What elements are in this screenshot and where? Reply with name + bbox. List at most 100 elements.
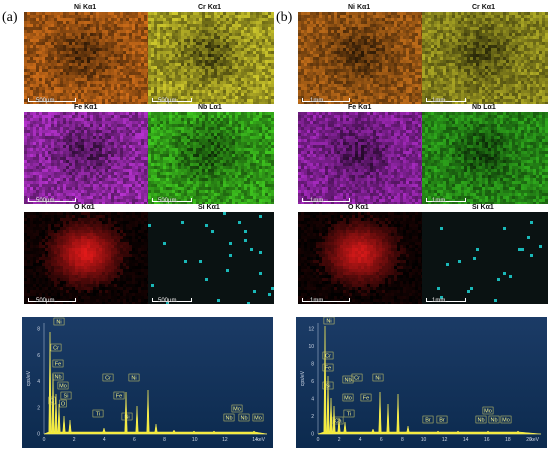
y-axis-label: cps/eV — [26, 370, 32, 386]
peak-label: Mo — [482, 406, 494, 415]
x-tick-label: 20 — [526, 437, 532, 443]
element-map — [422, 12, 548, 104]
y-tick-label: 4 — [37, 379, 40, 385]
map-texture — [298, 112, 424, 204]
scale-bar — [152, 296, 192, 302]
peak-label: Mo — [231, 404, 243, 413]
map-title: Fe Kα1 — [74, 104, 98, 111]
peak-label: Fe — [113, 391, 125, 400]
scale-bar — [28, 296, 76, 302]
x-tick-label: 10 — [192, 437, 198, 443]
map-texture — [298, 212, 424, 304]
peak-label: O — [59, 399, 67, 408]
scale-bar-label: 500μm — [36, 298, 55, 304]
scale-bar — [426, 196, 466, 202]
scale-bar — [28, 196, 76, 202]
peak-label: Cr — [102, 373, 114, 382]
element-map — [148, 212, 274, 304]
y-axis-label: cps/eV — [300, 370, 306, 386]
element-map — [298, 212, 424, 304]
x-tick-label: 2 — [338, 437, 341, 443]
y-tick-label: 8 — [311, 362, 314, 368]
panel-label-b: (b) — [276, 10, 293, 25]
eds-spectrum-a: 0 2 4 6 8 0 2 4 6 8 10 12 14 keV cps/eV Ni Cr Fe Nb Mo Si O C C… — [22, 317, 273, 448]
map-title: Nb Lα1 — [198, 104, 222, 111]
map-texture — [148, 112, 274, 204]
peak-label: Si — [60, 391, 72, 400]
x-axis-label: keV — [530, 437, 539, 443]
map-title: Ni Kα1 — [74, 4, 97, 11]
element-map — [24, 212, 150, 304]
peak-label: Ni — [53, 317, 65, 326]
peak-label: Mo — [500, 415, 512, 424]
map-title: O Kα1 — [74, 204, 95, 211]
x-tick-label: 12 — [222, 437, 228, 443]
peak-label: Nb — [223, 413, 235, 422]
peak-label: Nb — [342, 375, 354, 384]
y-tick-label: 6 — [37, 353, 40, 359]
map-title: O Kα1 — [348, 204, 369, 211]
peak-label: Si — [322, 381, 334, 390]
element-map — [422, 112, 548, 204]
element-map — [24, 12, 150, 104]
peak-label: Mo — [252, 413, 264, 422]
map-texture — [422, 112, 548, 204]
scale-bar — [426, 296, 466, 302]
spectrum-trace — [317, 325, 542, 435]
scale-bar-label: 1mm — [432, 198, 446, 204]
map-texture — [148, 12, 274, 104]
element-map — [298, 112, 424, 204]
scale-bar-label: 500μm — [36, 198, 55, 204]
map-title: Si Kα1 — [472, 204, 494, 211]
peak-label: Ni — [121, 412, 133, 421]
map-title: Ni Kα1 — [348, 4, 371, 11]
peak-label: Fe — [52, 359, 64, 368]
peak-label: Cr — [322, 351, 334, 360]
scale-bar-label: 1mm — [310, 198, 324, 204]
peak-label: Cr — [50, 343, 62, 352]
scale-bar-label: 500μm — [158, 98, 177, 104]
scale-bar — [28, 96, 76, 102]
map-texture — [24, 112, 150, 204]
scale-bar-label: 500μm — [158, 298, 177, 304]
map-texture — [148, 212, 274, 304]
scale-bar — [302, 296, 350, 302]
scale-bar-label: 1mm — [432, 298, 446, 304]
scale-bar — [302, 196, 350, 202]
map-title: Cr Kα1 — [198, 4, 221, 11]
y-tick-label: 0 — [311, 432, 314, 438]
map-title: Si Kα1 — [198, 204, 220, 211]
peak-label: Ni — [128, 373, 140, 382]
scale-bar — [302, 96, 350, 102]
x-tick-label: 12 — [442, 437, 448, 443]
peak-label: Fe — [360, 393, 372, 402]
peak-label: Nb — [488, 415, 500, 424]
scale-bar-label: 1mm — [310, 298, 324, 304]
peak-label: C — [48, 396, 56, 405]
peak-label: Nb — [52, 372, 64, 381]
y-tick-label: 12 — [308, 327, 314, 333]
scale-bar-label: 500μm — [36, 98, 55, 104]
map-title: Nb Lα1 — [472, 104, 496, 111]
map-texture — [422, 212, 548, 304]
x-axis-label: keV — [256, 437, 265, 443]
peak-label: Mo — [342, 393, 354, 402]
map-title: Fe Kα1 — [348, 104, 372, 111]
y-tick-label: 4 — [311, 397, 314, 403]
panel-label-a: (a) — [2, 10, 18, 25]
x-tick-label: 8 — [401, 437, 404, 443]
x-tick-label: 6 — [380, 437, 383, 443]
peak-label: Ti — [92, 409, 104, 418]
element-map — [148, 12, 274, 104]
x-tick-label: 14 — [463, 437, 469, 443]
scale-bar — [152, 196, 192, 202]
scale-bar — [152, 96, 192, 102]
element-map — [422, 212, 548, 304]
map-texture — [24, 212, 150, 304]
peak-label: Nb — [475, 415, 487, 424]
peak-label: Fe — [322, 363, 334, 372]
x-tick-label: 0 — [317, 437, 320, 443]
y-tick-label: 10 — [308, 344, 314, 350]
